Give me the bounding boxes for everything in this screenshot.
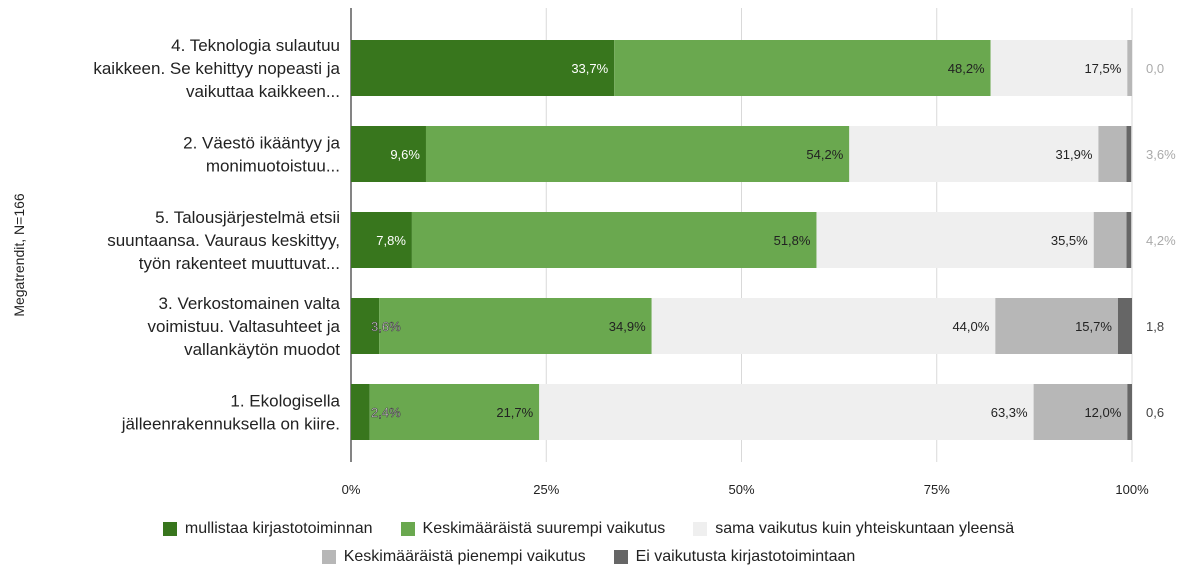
legend-item: mullistaa kirjastotoiminnan — [162, 520, 373, 538]
outside-value-label: 0,0 — [1146, 61, 1164, 76]
value-label: 35,5% — [1051, 233, 1088, 248]
value-label: 2,4% — [371, 405, 401, 420]
bar-segment — [379, 298, 652, 354]
bar-segment — [1127, 40, 1132, 96]
bars — [351, 40, 1132, 440]
value-label: 12,0% — [1084, 405, 1121, 420]
legend-item: sama vaikutus kuin yhteiskuntaan yleensä — [693, 520, 1014, 538]
value-label: 63,3% — [991, 405, 1028, 420]
bar-segment — [1117, 298, 1132, 354]
value-label: 3,6% — [371, 319, 401, 334]
outside-value-label: 0,6 — [1146, 405, 1164, 420]
bar-segment — [614, 40, 991, 96]
bar-segment — [1098, 126, 1127, 182]
bar-segment — [1126, 212, 1132, 268]
category-label-line: työn rakenteet muuttuvat... — [139, 254, 340, 273]
legend-swatch — [693, 522, 708, 536]
value-label: 48,2% — [948, 61, 985, 76]
bar-segment — [1126, 126, 1132, 182]
value-label: 9,6% — [390, 147, 420, 162]
category-label-line: voimistuu. Valtasuhteet ja — [148, 317, 341, 336]
bar-segment — [990, 40, 1128, 96]
x-tick-label: 50% — [728, 482, 754, 497]
value-label: 21,7% — [496, 405, 533, 420]
x-tick-label: 0% — [342, 482, 361, 497]
category-label-line: 5. Talousjärjestelmä etsii — [155, 208, 340, 227]
value-label: 17,5% — [1084, 61, 1121, 76]
bar-segment — [411, 212, 817, 268]
bar-segment — [425, 126, 850, 182]
category-label-line: suuntaansa. Vauraus keskittyy, — [107, 231, 340, 250]
bar-segment — [351, 126, 426, 182]
legend-item: Keskimääräistä suurempi vaikutus — [400, 520, 666, 538]
legend-swatch — [321, 550, 336, 564]
bar-segment — [1127, 384, 1132, 440]
category-labels: 4. Teknologia sulautuu kaikkeen. Se kehit… — [93, 36, 340, 434]
x-tick-label: 75% — [924, 482, 950, 497]
bar-segment — [816, 212, 1094, 268]
bar-segment — [651, 298, 996, 354]
category-label: 2. Väestö ikääntyy ja monimuotoistuu... — [183, 134, 340, 176]
legend-swatch — [400, 522, 415, 536]
category-label: 3. Verkostomainen valta voimistuu. Valtas… — [148, 294, 341, 359]
legend-swatch — [162, 522, 177, 536]
legend-label: Keskimääräistä suurempi vaikutus — [422, 520, 666, 537]
legend-row-1: mullistaa kirjastotoiminnan Keskimääräis… — [0, 520, 1177, 538]
category-label-line: kaikkeen. Se kehittyy nopeasti ja — [93, 59, 340, 78]
bar-segment — [1093, 212, 1127, 268]
bar-segment — [1033, 384, 1128, 440]
legend-label: sama vaikutus kuin yhteiskuntaan yleensä — [715, 520, 1015, 537]
value-labels: 33,7% 48,2% 17,5% 0,0 9,6% 54,2% 31,9% 3,6% 7,8%… — [371, 61, 1176, 420]
value-label: 51,8% — [774, 233, 811, 248]
bar-segment — [351, 384, 370, 440]
category-label-line: 2. Väestö ikääntyy ja — [183, 134, 340, 153]
category-label-line: jälleenrakennuksella on kiire. — [121, 415, 340, 434]
stacked-bar-chart: 33,7% 48,2% 17,5% 0,0 9,6% 54,2% 31,9% 3,6% 7,8%… — [11, 8, 1176, 497]
bar-segment — [539, 384, 1034, 440]
bar-segment — [351, 40, 615, 96]
category-label-line: vallankäytön muodot — [184, 340, 340, 359]
legend-label: Ei vaikutusta kirjastotoimintaan — [635, 548, 856, 565]
value-label: 54,2% — [806, 147, 843, 162]
value-label: 44,0% — [952, 319, 989, 334]
legend-item: Ei vaikutusta kirjastotoimintaan — [613, 548, 856, 566]
bar-segment — [995, 298, 1118, 354]
outside-value-label: 3,6% — [1146, 147, 1176, 162]
y-axis-title: Megatrendit, N=166 — [11, 193, 27, 317]
legend-item: Keskimääräistä pienempi vaikutus — [321, 548, 586, 566]
category-label-line: vaikuttaa kaikkeen... — [186, 82, 340, 101]
value-label: 34,9% — [609, 319, 646, 334]
value-label: 31,9% — [1056, 147, 1093, 162]
value-label: 15,7% — [1075, 319, 1112, 334]
category-label-line: monimuotoistuu... — [206, 157, 340, 176]
bar-segment — [849, 126, 1099, 182]
bar-segment — [369, 384, 540, 440]
outside-value-label: 4,2% — [1146, 233, 1176, 248]
category-label-line: 1. Ekologisella — [230, 392, 340, 411]
value-label: 33,7% — [571, 61, 608, 76]
category-label: 5. Talousjärjestelmä etsii suuntaansa. Va… — [107, 208, 340, 273]
legend-swatch — [613, 550, 628, 564]
legend-label: Keskimääräistä pienempi vaikutus — [343, 548, 586, 565]
legend-row-2: Keskimääräistä pienempi vaikutus Ei vaik… — [0, 548, 1177, 566]
category-label: 4. Teknologia sulautuu kaikkeen. Se kehit… — [93, 36, 340, 101]
category-label: 1. Ekologisella jälleenrakennuksella on k… — [121, 392, 341, 434]
x-tick-label: 100% — [1115, 482, 1149, 497]
x-tick-label: 25% — [533, 482, 559, 497]
outside-value-label: 1,8 — [1146, 319, 1164, 334]
value-label: 7,8% — [376, 233, 406, 248]
bar-segment — [351, 212, 412, 268]
x-axis-ticks: 0% 25% 50% 75% 100% — [342, 482, 1149, 497]
category-label-line: 4. Teknologia sulautuu — [171, 36, 340, 55]
legend-label: mullistaa kirjastotoiminnan — [184, 520, 373, 537]
category-label-line: 3. Verkostomainen valta — [159, 294, 341, 313]
bar-segment — [351, 298, 380, 354]
